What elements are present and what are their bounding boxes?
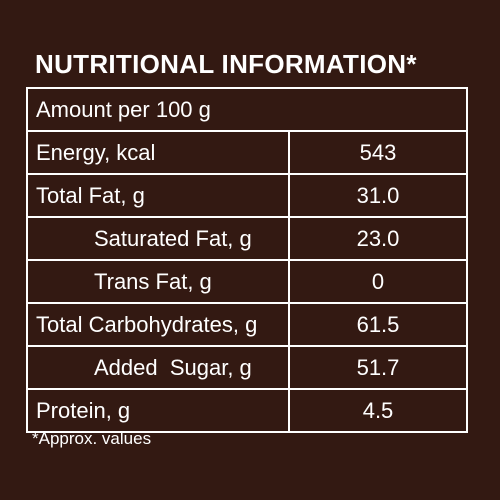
nutrition-title: NUTRITIONAL INFORMATION* [35, 49, 417, 79]
nutrient-value-total-carbohydrates: 61.5 [288, 302, 468, 347]
nutrient-label-total-carbohydrates: Total Carbohydrates, g [26, 302, 290, 347]
nutrition-table: Amount per 100 g Energy, kcal 543 Total … [26, 87, 468, 433]
table-row: Saturated Fat, g 23.0 [26, 216, 468, 261]
table-row: Energy, kcal 543 [26, 130, 468, 175]
nutrient-value-trans-fat: 0 [288, 259, 468, 304]
nutrient-value-energy: 543 [288, 130, 468, 175]
footnote: *Approx. values [32, 429, 152, 448]
nutrient-label-total-fat: Total Fat, g [26, 173, 290, 218]
nutrient-value-added-sugar: 51.7 [288, 345, 468, 390]
table-row: Total Fat, g 31.0 [26, 173, 468, 218]
table-row: Protein, g 4.5 [26, 388, 468, 433]
nutrient-label-saturated-fat: Saturated Fat, g [26, 216, 290, 261]
nutrient-label-trans-fat: Trans Fat, g [26, 259, 290, 304]
table-row: Total Carbohydrates, g 61.5 [26, 302, 468, 347]
nutrient-value-total-fat: 31.0 [288, 173, 468, 218]
nutrient-label-added-sugar: Added Sugar, g [26, 345, 290, 390]
nutrient-label-protein: Protein, g [26, 388, 290, 433]
amount-header: Amount per 100 g [26, 87, 468, 132]
table-row: Trans Fat, g 0 [26, 259, 468, 304]
nutrient-value-protein: 4.5 [288, 388, 468, 433]
table-row: Added Sugar, g 51.7 [26, 345, 468, 390]
nutrient-label-energy: Energy, kcal [26, 130, 290, 175]
amount-header-row: Amount per 100 g [26, 87, 468, 132]
nutrient-value-saturated-fat: 23.0 [288, 216, 468, 261]
